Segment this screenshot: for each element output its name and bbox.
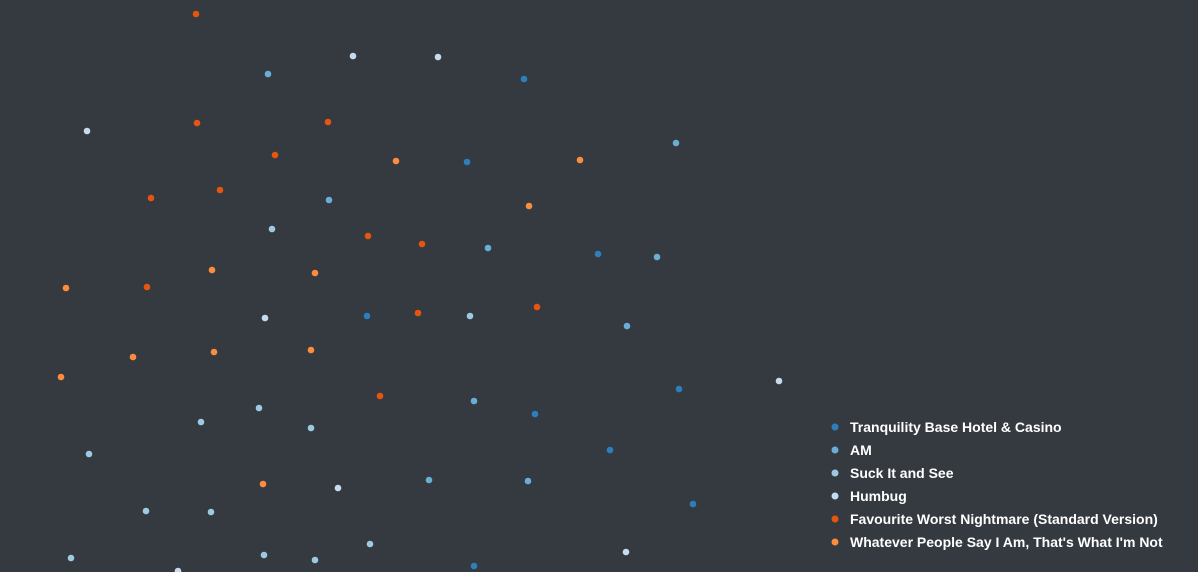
- data-point: [129, 353, 137, 361]
- data-point: [520, 75, 528, 83]
- data-point: [142, 507, 150, 515]
- legend-swatch: [831, 446, 839, 454]
- data-point: [463, 158, 471, 166]
- legend-item: Humbug: [831, 488, 907, 504]
- data-point: [307, 424, 315, 432]
- data-point: [470, 562, 478, 570]
- data-point: [216, 186, 224, 194]
- legend-item: Favourite Worst Nightmare (Standard Vers…: [831, 511, 1158, 527]
- data-point: [470, 397, 478, 405]
- data-point: [311, 269, 319, 277]
- legend-label: Favourite Worst Nightmare (Standard Vers…: [850, 511, 1158, 527]
- data-point: [376, 392, 384, 400]
- data-point: [325, 196, 333, 204]
- legend-item: Suck It and See: [831, 465, 954, 481]
- legend-swatch: [831, 423, 839, 431]
- data-point: [594, 250, 602, 258]
- data-point: [83, 127, 91, 135]
- legend-swatch: [831, 469, 839, 477]
- data-point: [653, 253, 661, 261]
- data-point: [466, 312, 474, 320]
- data-point: [193, 119, 201, 127]
- legend-item: Tranquility Base Hotel & Casino: [831, 419, 1062, 435]
- data-point: [606, 446, 614, 454]
- series-5: [57, 156, 584, 488]
- data-point: [207, 508, 215, 516]
- data-point: [264, 70, 272, 78]
- data-point: [324, 118, 332, 126]
- data-point: [311, 556, 319, 564]
- data-point: [85, 450, 93, 458]
- data-point: [174, 567, 182, 572]
- data-point: [623, 322, 631, 330]
- series-0: [363, 75, 697, 570]
- legend-label: AM: [850, 442, 872, 458]
- data-point: [366, 540, 374, 548]
- data-point: [364, 232, 372, 240]
- series-4: [143, 10, 541, 400]
- points-layer: [57, 10, 783, 572]
- data-point: [392, 157, 400, 165]
- legend-label: Suck It and See: [850, 465, 954, 481]
- data-point: [576, 156, 584, 164]
- data-point: [143, 283, 151, 291]
- data-point: [349, 52, 357, 60]
- legend-item: AM: [831, 442, 872, 458]
- data-point: [67, 554, 75, 562]
- data-point: [414, 309, 422, 317]
- data-point: [260, 551, 268, 559]
- data-point: [268, 225, 276, 233]
- data-point: [363, 312, 371, 320]
- legend: Tranquility Base Hotel & Casino AM Suck It…: [831, 419, 1163, 550]
- legend-label: Whatever People Say I Am, That's What I'…: [850, 534, 1163, 550]
- legend-label: Tranquility Base Hotel & Casino: [850, 419, 1062, 435]
- series-2: [67, 225, 474, 564]
- data-point: [675, 385, 683, 393]
- legend-swatch: [831, 538, 839, 546]
- series-3: [83, 52, 783, 572]
- data-point: [259, 480, 267, 488]
- data-point: [271, 151, 279, 159]
- data-point: [524, 477, 532, 485]
- data-point: [192, 10, 200, 18]
- data-point: [307, 346, 315, 354]
- data-point: [533, 303, 541, 311]
- data-point: [622, 548, 630, 556]
- data-point: [689, 500, 697, 508]
- legend-swatch: [831, 515, 839, 523]
- data-point: [775, 377, 783, 385]
- data-point: [210, 348, 218, 356]
- data-point: [425, 476, 433, 484]
- data-point: [418, 240, 426, 248]
- data-point: [434, 53, 442, 61]
- data-point: [525, 202, 533, 210]
- data-point: [531, 410, 539, 418]
- legend-label: Humbug: [850, 488, 907, 504]
- data-point: [197, 418, 205, 426]
- data-point: [261, 314, 269, 322]
- data-point: [208, 266, 216, 274]
- data-point: [147, 194, 155, 202]
- data-point: [484, 244, 492, 252]
- series-1: [264, 70, 680, 485]
- data-point: [672, 139, 680, 147]
- data-point: [255, 404, 263, 412]
- data-point: [334, 484, 342, 492]
- data-point: [57, 373, 65, 381]
- data-point: [62, 284, 70, 292]
- legend-swatch: [831, 492, 839, 500]
- legend-item: Whatever People Say I Am, That's What I'…: [831, 534, 1163, 550]
